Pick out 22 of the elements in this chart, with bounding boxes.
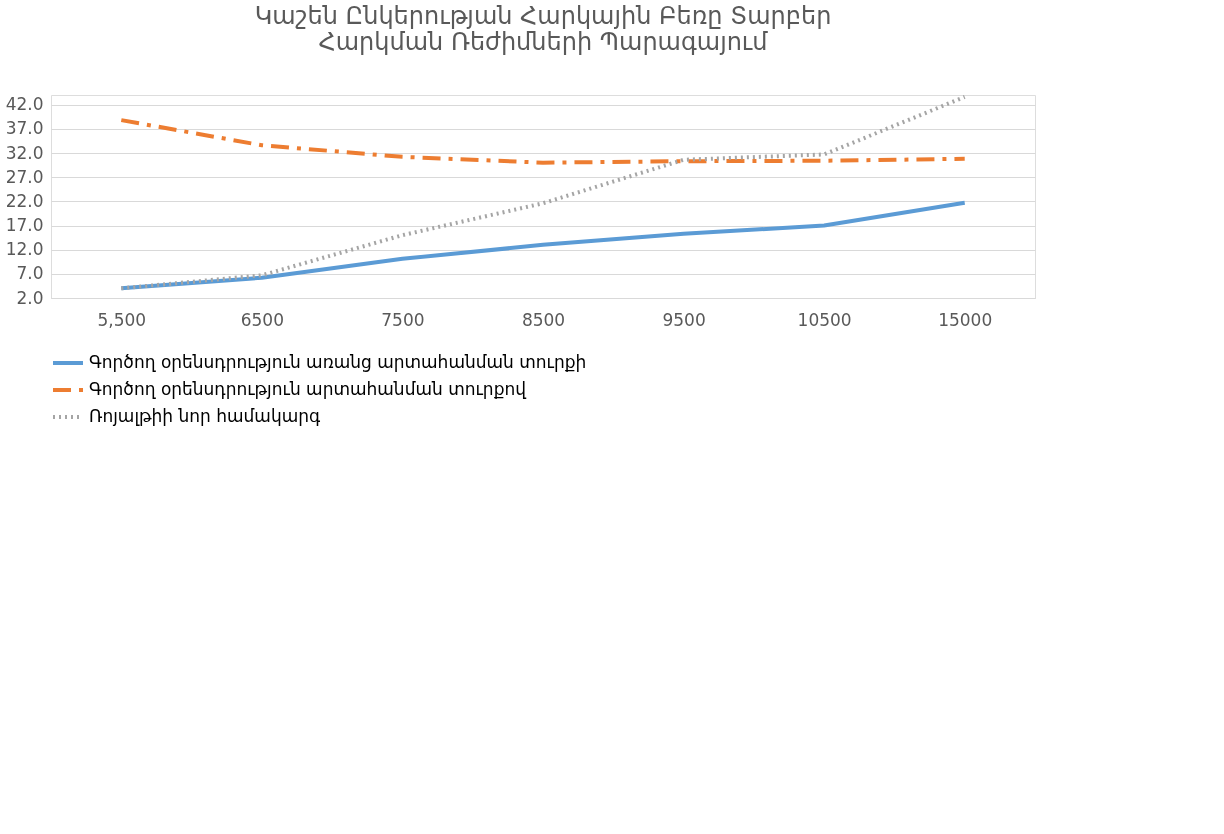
y-tick-label: 22.0 <box>5 190 44 211</box>
y-tick-label: 32.0 <box>5 142 44 163</box>
x-tick-label: 9500 <box>662 309 706 330</box>
y-tick-label: 17.0 <box>5 215 44 235</box>
x-tick-label: 15000 <box>938 309 993 330</box>
x-tick-label: 5,500 <box>97 309 147 330</box>
x-tick-label: 10500 <box>797 309 852 330</box>
y-tick-label: 37.0 <box>5 118 44 139</box>
y-tick-label: 27.0 <box>5 166 44 187</box>
legend-label: Գործող օրենսդրություն առանց արտահանման տուրքի <box>89 352 587 372</box>
x-tick-label: 6500 <box>240 309 284 330</box>
legend-label: Ռոյալթիի նոր համակարգ <box>89 406 322 426</box>
line-series <box>119 94 967 291</box>
x-tick-label: 7500 <box>381 309 425 330</box>
y-tick-label: 42.0 <box>5 94 44 115</box>
x-tick-label: 8500 <box>521 309 566 330</box>
legend-label: Գործող օրենսդրություն արտահանման տուրքով <box>89 379 527 399</box>
chart-title: Կաշեն Ընկերության Հարկային Բեռը Տարբեր Հարկման Ռեժիմների Պարագայում <box>254 1 832 56</box>
line-series <box>119 118 967 165</box>
y-tick-label: 12.0 <box>5 239 44 260</box>
y-tick-label: 2.0 <box>16 287 44 308</box>
y-tick-label: 7.0 <box>16 263 44 284</box>
